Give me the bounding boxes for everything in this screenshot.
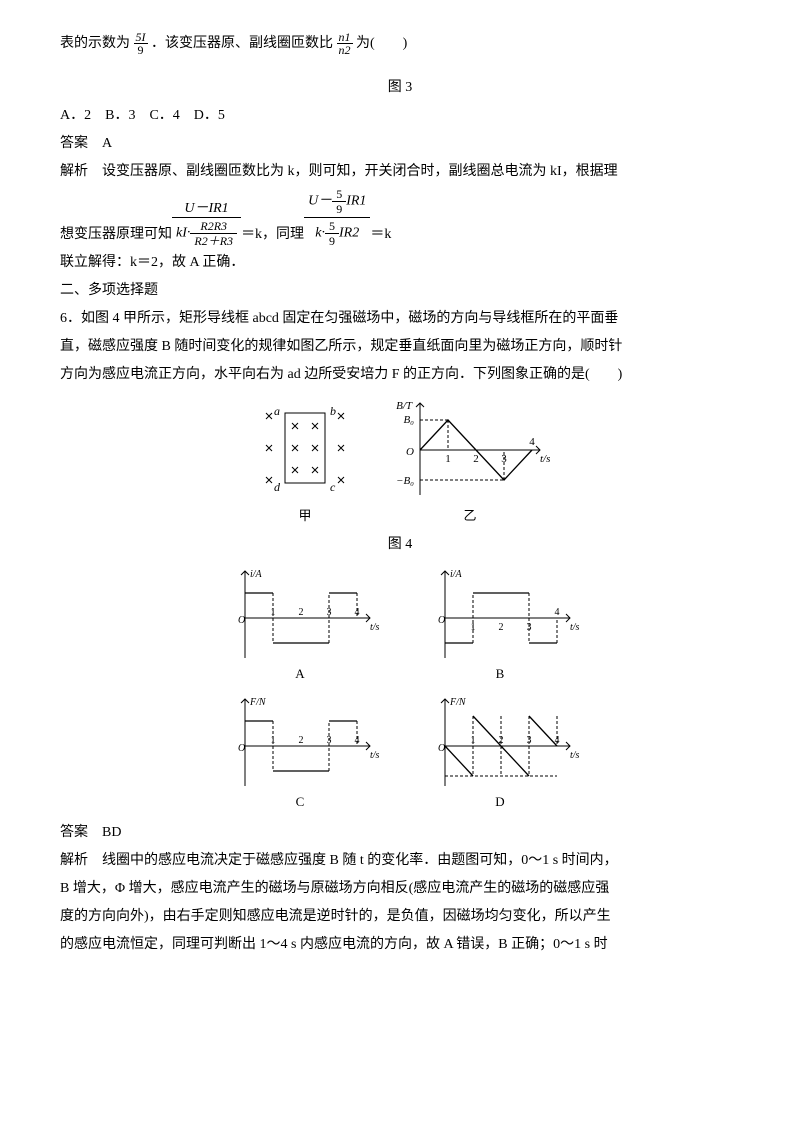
svg-text:3: 3 bbox=[527, 622, 532, 633]
choice-d-svg: 1 2 3 4 t/s F/N O bbox=[420, 691, 580, 791]
explain1-p3: 联立解得：k＝2，故 A 正确． bbox=[60, 249, 740, 277]
choice-b-label: B bbox=[420, 661, 580, 687]
choices-row-ab: 1 2 3 4 t/s i/A O A 1 bbox=[60, 563, 740, 687]
spacer bbox=[60, 58, 740, 74]
svg-text:4: 4 bbox=[355, 607, 360, 618]
eq2-eq: ＝k bbox=[370, 221, 391, 249]
svg-text:F/N: F/N bbox=[449, 697, 467, 708]
choice-a-svg: 1 2 3 4 t/s i/A O bbox=[220, 563, 380, 663]
svg-text:1: 1 bbox=[271, 735, 276, 746]
svg-text:4: 4 bbox=[555, 735, 560, 746]
svg-text:b: b bbox=[330, 404, 336, 418]
svg-text:t/s: t/s bbox=[370, 622, 380, 633]
choice-a-label: A bbox=[220, 661, 380, 687]
eq2: U－ 5 9 IR1 k· 5 9 IR2 bbox=[304, 186, 370, 249]
svg-text:2: 2 bbox=[499, 622, 504, 633]
answer2: 答案 BD bbox=[60, 819, 740, 847]
svg-text:2: 2 bbox=[499, 735, 504, 746]
svg-text:O: O bbox=[238, 615, 245, 626]
explain2-l1: 解析 线圈中的感应电流决定于磁感应强度 B 随 t 的变化率．由题图可知，0～1… bbox=[60, 847, 740, 875]
eq-pre: 想变压器原理可知 bbox=[60, 221, 172, 249]
svg-text:1: 1 bbox=[471, 622, 476, 633]
svg-text:−B₀: −B₀ bbox=[396, 475, 414, 487]
intro-mid: ．该变压器原、副线圈匝数比 bbox=[151, 36, 333, 51]
explain1-p1: 解析 设变压器原、副线圈匝数比为 k，则可知，开关闭合时，副线圈总电流为 kI，… bbox=[60, 158, 740, 186]
choice-a: 1 2 3 4 t/s i/A O A bbox=[220, 563, 380, 687]
svg-text:4: 4 bbox=[355, 735, 360, 746]
svg-text:O: O bbox=[406, 446, 414, 458]
eq1-den-frac: R2R3 R2＋R3 bbox=[190, 219, 237, 248]
choice-c-svg: 1 2 3 4 t/s F/N O bbox=[220, 691, 380, 791]
explain2-l4: 的感应电流恒定，同理可判断出 1～4 s 内感应电流的方向，故 A 错误，B 正… bbox=[60, 931, 740, 959]
q6-l3: 方向为感应电流正方向，水平向右为 ad 边所受安培力 F 的正方向．下列图象正确… bbox=[60, 361, 740, 389]
svg-text:1: 1 bbox=[271, 607, 276, 618]
svg-text:2: 2 bbox=[299, 735, 304, 746]
svg-text:3: 3 bbox=[527, 735, 532, 746]
explain2-l3: 度的方向向外)，由右手定则知感应电流是逆时针的，是负值，因磁场均匀变化，所以产生 bbox=[60, 903, 740, 931]
svg-text:3: 3 bbox=[327, 735, 332, 746]
q6-l2: 直，磁感应强度 B 随时间变化的规律如图乙所示，规定垂直纸面向里为磁场正方向，顺… bbox=[60, 333, 740, 361]
intro-post: 为( ) bbox=[356, 36, 407, 51]
eq1: U－IR1 kI· R2R3 R2＋R3 bbox=[172, 201, 241, 249]
svg-text:1: 1 bbox=[471, 735, 476, 746]
svg-text:1: 1 bbox=[445, 453, 451, 465]
fig4-jia: a b c d 甲 bbox=[250, 395, 360, 529]
fig4-caption: 图 4 bbox=[60, 531, 740, 559]
svg-text:2: 2 bbox=[299, 607, 304, 618]
svg-text:i/A: i/A bbox=[450, 569, 463, 580]
explain1-eq-line: 想变压器原理可知 U－IR1 kI· R2R3 R2＋R3 ＝k，同理 U－ 5… bbox=[60, 186, 740, 249]
intro-frac2: n1 n2 bbox=[337, 31, 353, 56]
answer1: 答案 A bbox=[60, 130, 740, 158]
fig4-row: a b c d 甲 bbox=[60, 395, 740, 529]
fig4-jia-svg: a b c d bbox=[250, 395, 360, 505]
choices-row-cd: 1 2 3 4 t/s F/N O C bbox=[60, 691, 740, 815]
choice-c: 1 2 3 4 t/s F/N O C bbox=[220, 691, 380, 815]
svg-text:i/A: i/A bbox=[250, 569, 263, 580]
svg-text:4: 4 bbox=[555, 607, 560, 618]
explain2-l2: B 增大，Φ 增大，感应电流产生的磁场与原磁场方向相反(感应电流产生的磁场的磁感… bbox=[60, 875, 740, 903]
svg-text:F/N: F/N bbox=[249, 697, 267, 708]
svg-text:t/s: t/s bbox=[570, 750, 580, 761]
intro-pre: 表的示数为 bbox=[60, 36, 130, 51]
eq1-eq: ＝k，同理 bbox=[241, 221, 304, 249]
fig3-caption: 图 3 bbox=[60, 74, 740, 102]
eq2-top-frac: 5 9 bbox=[332, 187, 346, 216]
svg-text:B/T: B/T bbox=[396, 400, 413, 412]
q6-l1: 6．如图 4 甲所示，矩形导线框 abcd 固定在匀强磁场中，磁场的方向与导线框… bbox=[60, 305, 740, 333]
svg-text:t/s: t/s bbox=[570, 622, 580, 633]
intro-line: 表的示数为 5I 9 ．该变压器原、副线圈匝数比 n1 n2 为( ) bbox=[60, 30, 740, 58]
section2: 二、多项选择题 bbox=[60, 277, 740, 305]
svg-text:4: 4 bbox=[529, 436, 535, 448]
svg-text:O: O bbox=[238, 743, 245, 754]
svg-text:O: O bbox=[438, 615, 445, 626]
choice-c-label: C bbox=[220, 789, 380, 815]
svg-text:O: O bbox=[438, 743, 445, 754]
choice-d: 1 2 3 4 t/s F/N O D bbox=[420, 691, 580, 815]
fig4-yi-svg: 1 2 3 4 t/s B/T B₀ −B₀ O bbox=[390, 395, 550, 505]
fig4-jia-cap: 甲 bbox=[250, 503, 360, 529]
svg-text:t/s: t/s bbox=[540, 453, 550, 465]
fig4-yi: 1 2 3 4 t/s B/T B₀ −B₀ O 乙 bbox=[390, 395, 550, 529]
fig4-yi-cap: 乙 bbox=[390, 503, 550, 529]
choice-b-svg: 1 2 3 4 t/s i/A O bbox=[420, 563, 580, 663]
svg-text:3: 3 bbox=[327, 607, 332, 618]
svg-text:B₀: B₀ bbox=[403, 414, 414, 426]
eq2-bot-frac: 5 9 bbox=[325, 219, 339, 248]
svg-text:a: a bbox=[274, 404, 280, 418]
svg-text:c: c bbox=[330, 480, 336, 494]
intro-frac1: 5I 9 bbox=[134, 31, 148, 56]
svg-text:d: d bbox=[274, 480, 281, 494]
svg-text:3: 3 bbox=[501, 453, 507, 465]
svg-text:2: 2 bbox=[473, 453, 479, 465]
choice-b: 1 2 3 4 t/s i/A O B bbox=[420, 563, 580, 687]
options-row: A．2 B．3 C．4 D．5 bbox=[60, 102, 740, 130]
svg-text:t/s: t/s bbox=[370, 750, 380, 761]
choice-d-label: D bbox=[420, 789, 580, 815]
